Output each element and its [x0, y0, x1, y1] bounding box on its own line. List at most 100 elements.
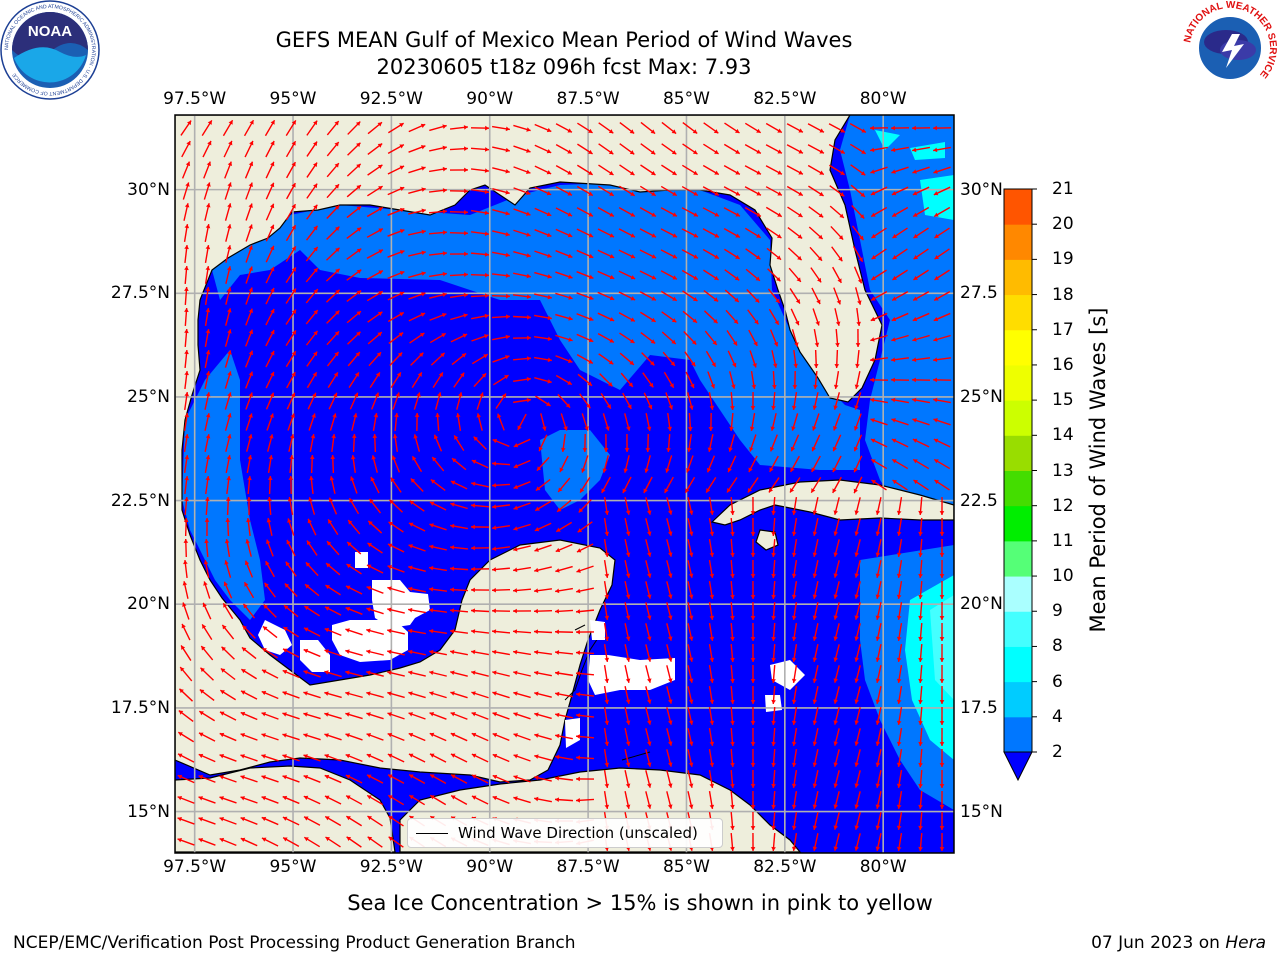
wind-wave-arrowhead — [604, 531, 610, 536]
wind-wave-arrowhead — [356, 331, 361, 337]
wind-wave-arrowhead — [269, 413, 274, 418]
wind-wave-arrowhead — [730, 783, 735, 788]
wind-wave-arrowhead — [832, 446, 838, 452]
wind-wave-arrowhead — [205, 371, 211, 376]
wind-wave-arrowhead — [440, 352, 445, 358]
wind-wave-arrowhead — [324, 733, 329, 738]
wind-wave-arrowhead — [750, 553, 756, 557]
wind-wave-arrowhead — [270, 330, 275, 335]
wind-wave-arrowhead — [688, 510, 694, 515]
wind-wave-arrowhead — [504, 375, 509, 380]
wind-wave-arrowhead — [812, 825, 818, 830]
wind-wave-arrowhead — [526, 169, 531, 174]
wind-wave-arrowhead — [291, 309, 296, 314]
wind-wave-arrowhead — [241, 647, 247, 652]
colorbar-extend-arrow — [1003, 751, 1033, 782]
wind-wave-arrowhead — [646, 636, 652, 641]
wind-wave-arrowhead — [749, 447, 754, 452]
wind-wave-arrowhead — [408, 712, 413, 717]
wind-wave-arrowhead — [198, 817, 203, 822]
wind-wave-arrowhead — [542, 426, 547, 431]
wind-wave-arrowhead — [896, 552, 902, 557]
wind-wave-arrowhead — [588, 191, 593, 196]
wind-wave-arrowhead — [646, 531, 652, 536]
wind-wave-arrowhead — [939, 553, 945, 557]
wind-wave-arrowhead — [223, 581, 229, 587]
wind-wave-arrowhead — [205, 245, 211, 250]
wind-wave-arrowhead — [205, 497, 210, 502]
wind-wave-arrowhead — [768, 487, 774, 493]
wind-wave-arrowhead — [588, 253, 594, 259]
wind-wave-arrowhead — [334, 142, 339, 147]
lat-tick-label-right: 27.5 — [960, 283, 998, 304]
wind-wave-arrowhead — [730, 405, 735, 410]
wind-wave-arrowhead — [442, 230, 447, 235]
wind-wave-arrowhead — [399, 207, 405, 213]
wind-wave-arrowhead — [912, 397, 917, 403]
wind-wave-arrowhead — [366, 628, 371, 633]
sea-ice-caption: Sea Ice Concentration > 15% is shown in … — [347, 891, 933, 915]
wind-wave-arrowhead — [555, 650, 560, 655]
wind-wave-arrowhead — [857, 278, 863, 284]
wind-wave-arrowhead — [671, 129, 677, 134]
wind-wave-arrowhead — [750, 721, 756, 725]
wind-wave-arrowhead — [303, 648, 309, 654]
wind-wave-arrowhead — [609, 295, 615, 301]
wind-wave-arrowhead — [833, 615, 838, 620]
wind-wave-arrowhead — [303, 691, 308, 696]
wind-wave-arrowhead — [205, 329, 211, 334]
wind-wave-arrowhead — [222, 624, 227, 630]
wind-wave-arrowhead — [771, 552, 776, 557]
wind-wave-arrowhead — [303, 795, 309, 800]
wind-wave-arrowhead — [291, 288, 296, 293]
wind-wave-arrowhead — [576, 568, 581, 573]
wind-wave-arrowhead — [492, 525, 497, 531]
wind-wave-arrowhead — [270, 266, 275, 272]
wind-wave-arrowhead — [291, 267, 296, 272]
wind-wave-arrowhead — [690, 383, 695, 389]
wind-wave-arrowhead — [750, 511, 756, 515]
wind-wave-arrowhead — [207, 140, 212, 146]
wind-wave-arrowhead — [714, 254, 719, 259]
wind-wave-arrowhead — [710, 384, 715, 389]
wind-wave-arrowhead — [771, 762, 776, 767]
wind-wave-arrowhead — [668, 594, 673, 599]
wind-wave-arrowhead — [797, 234, 803, 239]
wind-wave-arrowhead — [646, 762, 652, 767]
wind-wave-arrowhead — [450, 523, 455, 529]
wind-wave-arrowhead — [261, 712, 266, 717]
wind-wave-arrowhead — [181, 645, 186, 650]
wind-wave-arrowhead — [492, 712, 497, 717]
wind-wave-arrowhead — [896, 636, 902, 641]
wind-wave-arrowhead — [854, 426, 859, 431]
wind-wave-arrowhead — [408, 670, 413, 676]
wind-wave-arrowhead — [471, 691, 476, 696]
wind-wave-arrowhead — [450, 587, 455, 592]
wind-wave-arrowhead — [227, 329, 232, 334]
wind-wave-arrowhead — [526, 376, 531, 382]
lat-tick-label-left: 30°N — [127, 179, 170, 200]
wind-wave-arrowhead — [791, 405, 797, 410]
host-name: Hera — [1225, 933, 1266, 953]
wind-wave-arrowhead — [240, 711, 246, 717]
wind-wave-arrowhead — [266, 539, 271, 544]
wind-wave-arrowhead — [709, 405, 715, 410]
wind-wave-arrowhead — [730, 678, 735, 683]
wind-wave-arrowhead — [812, 783, 818, 788]
wind-wave-arrowhead — [833, 594, 838, 599]
wind-wave-arrowhead — [751, 384, 757, 389]
wind-wave-arrowhead — [854, 636, 859, 641]
wind-wave-arrowhead — [646, 699, 652, 704]
wind-wave-arrowhead — [345, 753, 351, 759]
wind-wave-arrowhead — [409, 795, 414, 800]
wind-wave-arrowhead — [378, 207, 383, 212]
wind-wave-arrowhead — [912, 191, 918, 196]
wind-wave-arrowhead — [604, 804, 610, 809]
wind-wave-arrowhead — [389, 499, 394, 505]
wind-wave-arrowhead — [735, 254, 740, 259]
wind-wave-arrowhead — [350, 476, 355, 481]
wind-wave-arrowhead — [535, 486, 541, 491]
wind-wave-arrowhead — [791, 615, 797, 620]
wind-wave-arrowhead — [791, 825, 797, 830]
wind-wave-arrowhead — [461, 353, 467, 358]
